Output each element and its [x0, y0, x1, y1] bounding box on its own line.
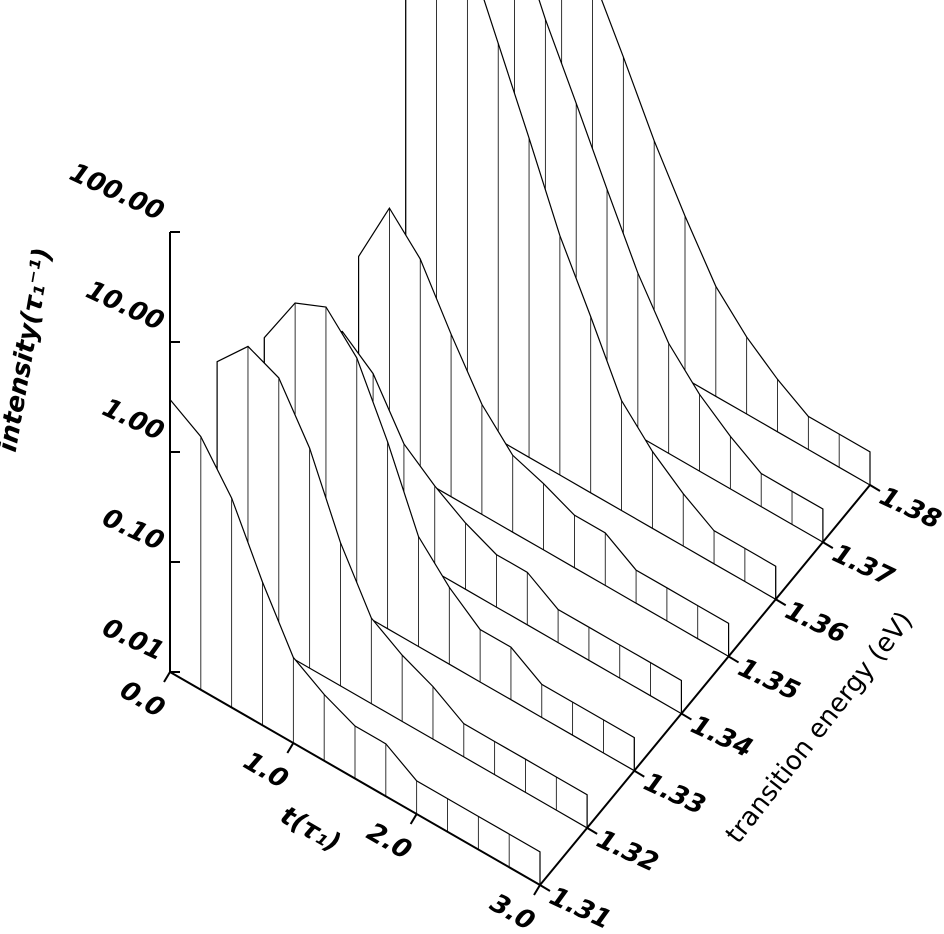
z-axis-title: intensity(τ₁⁻¹): [0, 246, 58, 455]
z-tick-label: 0.01: [98, 613, 169, 667]
z-tick-label: 1.00: [98, 393, 169, 447]
y-tick-label: 1.34: [686, 710, 757, 764]
y-tick: [539, 884, 551, 892]
z-tick-label: 100.00: [65, 158, 169, 228]
y-tick-label: 1.36: [781, 596, 852, 650]
y-tick: [822, 541, 834, 550]
y-tick-label: 1.38: [875, 481, 944, 535]
x-tick: [163, 671, 171, 683]
y-tick: [633, 769, 645, 778]
y-axis: [539, 484, 871, 886]
x-tick-label: 2.0: [361, 817, 416, 866]
z-tick-label: 10.00: [81, 275, 168, 337]
y-tick: [869, 484, 881, 492]
y-tick: [680, 712, 692, 721]
x-axis-title: t(τ₁): [275, 801, 346, 859]
x-tick-label: 3.0: [485, 888, 540, 934]
y-tick-label: 1.32: [592, 824, 663, 878]
x-axis: [169, 671, 541, 886]
z-tick-label: 0.10: [98, 503, 169, 557]
y-tick: [775, 598, 787, 607]
x-tick: [286, 742, 295, 754]
y-tick-label: 1.37: [828, 539, 900, 594]
y-tick-label: 1.33: [639, 767, 710, 821]
x-tick-label: 0.0: [115, 675, 170, 724]
x-tick: [533, 884, 541, 896]
y-tick-label: 1.31: [545, 881, 616, 934]
y-tick: [586, 826, 598, 835]
x-tick-label: 1.0: [238, 746, 293, 795]
x-tick: [409, 813, 418, 825]
y-axis-title: transition energy (eV): [720, 606, 919, 849]
y-tick-label: 1.35: [733, 653, 804, 707]
y-tick: [728, 655, 740, 664]
